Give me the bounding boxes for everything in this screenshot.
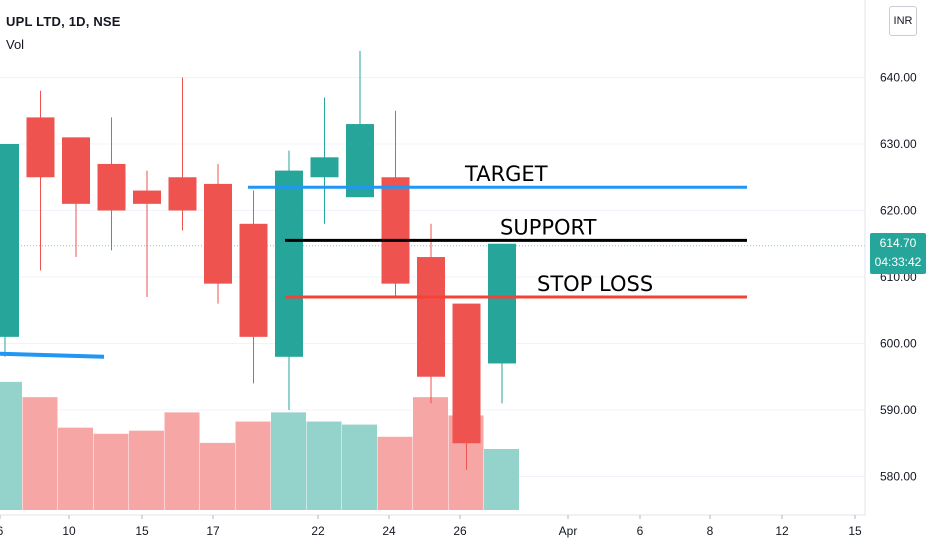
- candle: [417, 223, 445, 404]
- candle: [275, 150, 303, 410]
- price-tick-label: 640.00: [880, 71, 917, 85]
- price-axis[interactable]: 640.00630.00620.00610.00600.00590.00580.…: [864, 0, 917, 515]
- volume-bar: [200, 442, 235, 510]
- price-tick-label: 600.00: [880, 337, 917, 351]
- volume-bar: [235, 421, 271, 510]
- volume-bar: [164, 412, 200, 510]
- price-tick-label: 590.00: [880, 403, 917, 417]
- candle: [488, 243, 516, 404]
- last-price-tag: 614.70 04:33:42: [870, 233, 926, 274]
- target-label: TARGET: [464, 162, 548, 186]
- candle-body: [62, 137, 90, 204]
- candle: [310, 97, 339, 224]
- volume-bar: [306, 421, 342, 510]
- support-label: SUPPORT: [500, 215, 597, 239]
- time-tick-label: 24: [382, 524, 396, 538]
- candle-body: [239, 223, 268, 337]
- candle: [168, 77, 197, 231]
- volume-bar: [342, 424, 377, 510]
- candle: [346, 50, 374, 198]
- candlesticks: [0, 50, 516, 470]
- volume-bar: [58, 427, 93, 510]
- last-price: 614.70: [879, 236, 917, 250]
- time-tick-label: Apr: [559, 524, 578, 538]
- time-axis[interactable]: 6 10 15 17 22 24 26 Apr 6 8 12 15: [0, 514, 865, 538]
- candle-body: [26, 117, 55, 178]
- volume-indicator-label[interactable]: Vol: [6, 37, 25, 52]
- time-tick-label: 26: [453, 524, 467, 538]
- candle: [452, 303, 481, 470]
- candle-body: [310, 157, 339, 178]
- price-tick-label: 580.00: [880, 470, 917, 484]
- candle-body: [346, 124, 374, 198]
- candle: [239, 190, 268, 384]
- volume-bar: [271, 412, 306, 510]
- stop-loss-label: STOP LOSS: [537, 272, 653, 296]
- currency-button[interactable]: INR: [889, 6, 917, 36]
- candle-body: [97, 163, 126, 211]
- candle: [133, 170, 161, 297]
- bar-countdown: 04:33:42: [874, 255, 922, 269]
- candle-body: [417, 257, 445, 377]
- candle: [381, 110, 410, 297]
- volume-bars: [0, 381, 519, 510]
- candle: [62, 137, 90, 258]
- price-tick-label: 630.00: [880, 137, 917, 151]
- candle: [0, 144, 19, 357]
- time-tick-label: 15: [135, 524, 149, 538]
- candle-body: [488, 243, 516, 364]
- candle: [204, 163, 232, 304]
- candle-body: [0, 144, 19, 337]
- candle-body: [452, 303, 481, 444]
- candle-body: [204, 183, 232, 284]
- volume-bar: [0, 381, 22, 510]
- earlier-trend-line: [0, 351, 105, 359]
- time-tick-label: 6: [0, 524, 4, 538]
- candle: [97, 117, 126, 251]
- symbol-title[interactable]: UPL LTD, 1D, NSE: [6, 14, 121, 29]
- volume-bar: [22, 397, 58, 510]
- candle-body: [133, 190, 161, 204]
- time-tick-label: 10: [62, 524, 76, 538]
- time-tick-label: 15: [848, 524, 862, 538]
- volume-bar: [377, 436, 413, 510]
- time-tick-label: 6: [637, 524, 644, 538]
- time-tick-label: 12: [775, 524, 789, 538]
- volume-bar: [484, 449, 519, 510]
- candle-body: [381, 177, 410, 284]
- candle-body: [275, 170, 303, 357]
- time-tick-label: 8: [707, 524, 714, 538]
- candle-body: [168, 177, 197, 211]
- candle: [26, 90, 55, 271]
- drawing-lines[interactable]: [0, 185, 747, 359]
- volume-bar: [413, 397, 448, 510]
- volume-bar: [93, 433, 129, 510]
- volume-bar: [129, 430, 164, 510]
- time-tick-label: 17: [206, 524, 220, 538]
- drawing-labels: TARGET SUPPORT STOP LOSS: [464, 162, 653, 296]
- time-tick-label: 22: [311, 524, 325, 538]
- price-tick-label: 620.00: [880, 204, 917, 218]
